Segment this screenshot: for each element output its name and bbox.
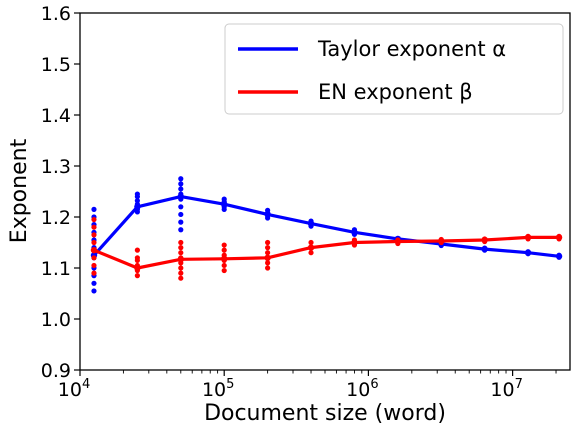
data-point xyxy=(91,232,97,238)
data-point xyxy=(178,176,184,182)
data-point xyxy=(178,245,184,251)
mean-marker xyxy=(524,249,532,256)
mean-marker xyxy=(481,245,488,253)
y-tick-label: 1.4 xyxy=(41,105,71,127)
data-point xyxy=(91,262,97,269)
data-point xyxy=(265,250,271,256)
data-point xyxy=(221,262,227,269)
data-point xyxy=(178,211,184,218)
y-tick-label: 1.0 xyxy=(41,309,71,331)
data-point xyxy=(178,181,184,187)
data-point xyxy=(221,196,227,202)
data-point xyxy=(178,239,184,246)
data-point xyxy=(134,273,140,279)
data-point xyxy=(221,242,227,248)
y-axis-label: Exponent xyxy=(7,138,32,243)
x-tick-label: 105 xyxy=(202,377,234,401)
data-point xyxy=(178,204,184,210)
data-point xyxy=(308,239,314,246)
mean-marker xyxy=(221,255,228,263)
series-layer xyxy=(90,176,563,294)
y-tick-label: 0.9 xyxy=(41,360,71,382)
mean-marker xyxy=(307,244,315,251)
data-point xyxy=(134,255,140,261)
data-point xyxy=(91,216,97,223)
mean-marker xyxy=(351,239,358,246)
data-point xyxy=(178,250,184,256)
plot-frame xyxy=(79,12,571,371)
x-tick-label: 106 xyxy=(346,377,378,401)
data-point xyxy=(134,247,140,253)
data-point xyxy=(91,288,97,294)
mean-marker xyxy=(555,253,563,260)
data-point xyxy=(178,275,184,281)
x-tick-label: 107 xyxy=(490,377,522,401)
data-point xyxy=(178,270,184,276)
mean-marker xyxy=(438,237,445,245)
x-tick-exponent: 6 xyxy=(370,377,378,392)
data-point xyxy=(91,270,97,276)
data-point xyxy=(265,245,271,251)
legend-box xyxy=(224,23,564,115)
data-point xyxy=(178,186,184,192)
mean-marker xyxy=(90,246,98,254)
series-line xyxy=(93,235,560,270)
x-tick-label: 104 xyxy=(58,377,90,401)
mean-marker xyxy=(481,236,488,244)
mean-marker xyxy=(524,234,532,241)
y-tick-label: 1.2 xyxy=(41,207,71,229)
x-tick-exponent: 4 xyxy=(82,377,90,392)
series-line xyxy=(92,195,560,258)
mean-marker xyxy=(307,220,315,227)
mean-marker xyxy=(177,256,184,263)
data-point xyxy=(91,255,97,261)
mean-marker xyxy=(555,234,563,241)
y-tick-label: 1.6 xyxy=(41,3,71,25)
mean-marker xyxy=(264,211,271,218)
data-point xyxy=(221,267,227,274)
y-tick-label: 1.5 xyxy=(41,54,71,76)
data-point xyxy=(221,247,227,253)
data-point xyxy=(134,191,140,197)
y-tick-label: 1.3 xyxy=(41,156,71,178)
y-tick-label: 1.1 xyxy=(41,258,71,280)
data-point xyxy=(178,265,184,271)
data-point xyxy=(91,206,97,212)
x-axis-ticks: 104 105 106 107 xyxy=(58,370,557,401)
data-point xyxy=(178,219,184,225)
series-1 xyxy=(90,216,563,281)
x-tick-exponent: 7 xyxy=(515,377,523,392)
legend-label-en: EN exponent β xyxy=(318,80,473,104)
mean-marker xyxy=(394,238,402,245)
mean-marker xyxy=(134,203,141,210)
data-point xyxy=(91,224,97,230)
mean-marker xyxy=(351,229,358,236)
data-point xyxy=(308,250,314,256)
series-0 xyxy=(90,176,563,294)
data-point xyxy=(178,227,184,233)
x-tick-exponent: 5 xyxy=(226,377,234,392)
x-axis-label: Document size (word) xyxy=(204,401,446,426)
mean-marker xyxy=(177,193,184,200)
legend-label-taylor: Taylor exponent α xyxy=(317,37,506,61)
mean-marker xyxy=(134,264,141,272)
data-point xyxy=(91,239,97,246)
data-point xyxy=(265,260,271,266)
data-point xyxy=(91,280,97,286)
mean-marker xyxy=(221,201,228,208)
mean-marker xyxy=(264,254,271,261)
legend: Taylor exponent α EN exponent β xyxy=(224,23,564,115)
data-point xyxy=(265,239,271,246)
data-point xyxy=(265,265,271,271)
data-point xyxy=(134,198,140,204)
y-axis-ticks: 0.9 1.0 1.1 1.2 1.3 1.4 1.5 1.6 xyxy=(41,3,80,382)
